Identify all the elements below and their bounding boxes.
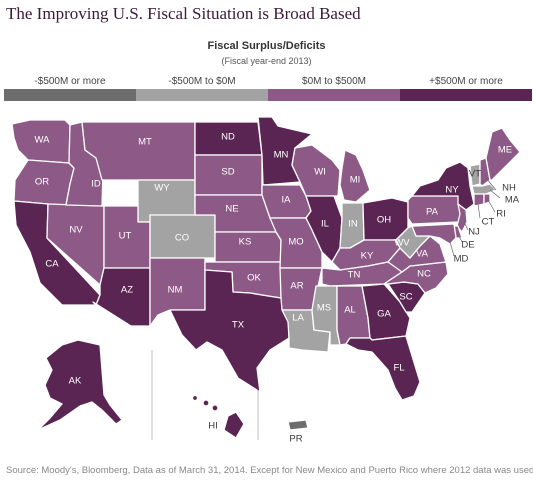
state-label-ME: ME	[498, 145, 512, 156]
leader-ri	[487, 199, 496, 213]
legend-label: -$500M or more	[34, 76, 106, 87]
state-label-OH: OH	[377, 215, 391, 226]
state-label-MD: MD	[454, 254, 469, 265]
state-label-NV: NV	[69, 225, 83, 236]
state-label-UT: UT	[119, 231, 132, 242]
state-label-GA: GA	[377, 309, 391, 320]
state-label-NE: NE	[225, 204, 238, 215]
state-NY[interactable]	[411, 161, 475, 211]
state-HI[interactable]	[223, 411, 245, 439]
state-PR[interactable]	[287, 419, 309, 431]
state-HI-island-4[interactable]	[191, 394, 199, 402]
state-label-MS: MS	[317, 303, 331, 314]
legend-item-deficit-large: -$500M or more	[4, 76, 136, 101]
state-label-KS: KS	[239, 237, 252, 248]
leader-de	[458, 235, 463, 243]
state-label-DE: DE	[461, 240, 474, 251]
state-label-ID: ID	[91, 179, 101, 190]
state-label-MO: MO	[288, 237, 303, 248]
state-label-CA: CA	[45, 259, 59, 270]
state-label-VT: VT	[469, 169, 481, 180]
state-label-NY: NY	[445, 185, 459, 196]
state-label-FL: FL	[393, 363, 404, 374]
state-label-AL: AL	[344, 305, 356, 316]
state-label-LA: LA	[292, 313, 304, 324]
legend-title: Fiscal Surplus/Deficits	[207, 40, 326, 52]
state-label-NH: NH	[502, 183, 516, 194]
state-MI[interactable]	[339, 149, 371, 203]
state-NJ[interactable]	[456, 203, 468, 233]
state-label-MN: MN	[274, 150, 289, 161]
state-IL[interactable]	[305, 195, 343, 263]
state-label-VA: VA	[416, 249, 429, 260]
state-label-WY: WY	[154, 183, 170, 194]
legend-swatch	[4, 89, 136, 101]
legend-item-deficit-small: -$500M to $0M	[136, 76, 268, 101]
state-HI-island-2[interactable]	[211, 404, 219, 412]
state-label-WA: WA	[35, 135, 51, 146]
state-CT[interactable]	[473, 193, 485, 207]
state-label-IN: IN	[348, 219, 358, 230]
state-label-NJ: NJ	[468, 227, 480, 238]
state-label-WI: WI	[314, 167, 326, 178]
state-NH[interactable]	[479, 157, 491, 187]
state-ME[interactable]	[485, 127, 521, 181]
state-label-CT: CT	[482, 217, 495, 228]
leader-md	[449, 241, 455, 257]
state-label-NC: NC	[417, 269, 431, 280]
chart-title: The Improving U.S. Fiscal Situation is B…	[6, 4, 361, 23]
state-label-AK: AK	[69, 376, 82, 387]
state-label-AR: AR	[290, 281, 303, 292]
state-label-IL: IL	[321, 219, 329, 230]
legend-label: $0M to $500M	[302, 76, 366, 87]
state-TX[interactable]	[169, 269, 290, 393]
state-label-HI: HI	[208, 421, 218, 432]
state-MD[interactable]	[411, 223, 457, 245]
state-label-MI: MI	[350, 175, 361, 186]
state-label-OK: OK	[247, 273, 261, 284]
state-label-WV: WV	[394, 238, 410, 249]
state-label-KY: KY	[361, 251, 374, 262]
state-label-TX: TX	[232, 320, 245, 331]
legend-item-surplus-large: +$500M or more	[400, 76, 532, 101]
state-label-RI: RI	[496, 209, 506, 220]
state-label-MT: MT	[138, 137, 152, 148]
legend-item-surplus-small: $0M to $500M	[268, 76, 400, 101]
legend-swatch	[268, 89, 400, 101]
state-label-IA: IA	[282, 195, 292, 206]
state-label-TN: TN	[348, 270, 361, 281]
state-label-CO: CO	[175, 233, 189, 244]
legend-subtitle: (Fiscal year-end 2013)	[221, 56, 312, 66]
state-label-PR: PR	[289, 434, 302, 445]
legend-label: -$500M to $0M	[168, 76, 236, 87]
legend-swatch	[400, 89, 532, 101]
state-label-OR: OR	[35, 177, 49, 188]
state-HI-island-3[interactable]	[202, 399, 210, 407]
source-note: Source: Moody's, Bloomberg, Data as of M…	[6, 465, 533, 476]
state-label-SD: SD	[221, 167, 234, 178]
state-label-MA: MA	[505, 195, 520, 206]
legend-swatch	[136, 89, 268, 101]
leader-nj	[463, 221, 469, 231]
state-label-SC: SC	[399, 292, 412, 303]
state-FL[interactable]	[345, 335, 421, 401]
leader-ct	[477, 203, 481, 219]
state-label-PA: PA	[426, 207, 439, 218]
state-AK[interactable]	[37, 339, 123, 431]
state-label-AZ: AZ	[121, 285, 133, 296]
state-WI[interactable]	[291, 144, 341, 197]
leader-ma	[489, 189, 501, 199]
state-label-ND: ND	[221, 132, 235, 143]
legend-label: +$500M or more	[429, 76, 503, 87]
state-AZ[interactable]	[92, 267, 151, 327]
state-label-NM: NM	[168, 285, 183, 296]
leader-nh	[485, 177, 497, 191]
